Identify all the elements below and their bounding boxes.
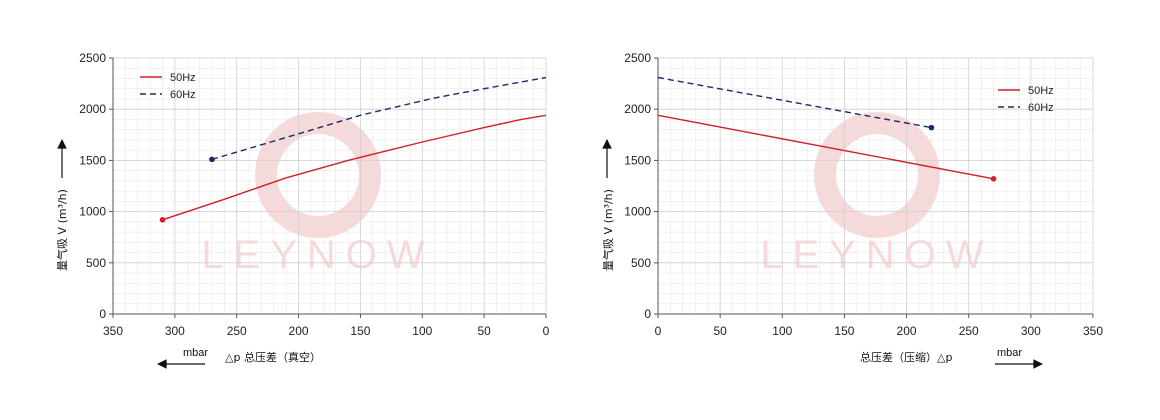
watermark-logo: LEYNOW bbox=[201, 112, 434, 277]
y-tick-label: 2000 bbox=[624, 102, 651, 116]
y-axis-label: 量气吸 V (m³/h) bbox=[55, 189, 69, 271]
x-tick-label: 50 bbox=[713, 324, 727, 338]
series-line-50Hz bbox=[657, 114, 994, 180]
y-tick-label: 1500 bbox=[624, 153, 651, 167]
x-unit-label: mbar bbox=[183, 347, 208, 359]
y-tick-label: 500 bbox=[631, 256, 651, 270]
grid bbox=[657, 57, 1094, 315]
x-tick-label: 0 bbox=[655, 324, 662, 338]
series-endpoint-50Hz bbox=[159, 216, 166, 223]
x-axis-label: 总压差（压缩）△p bbox=[860, 350, 952, 364]
y-tick-label: 2000 bbox=[79, 102, 106, 116]
x-tick-label: 150 bbox=[350, 324, 370, 338]
chart-2: LEYNOW 0 500 1000 1500 2000 2500 0 50 100 150 200 25… bbox=[601, 51, 1103, 369]
series-line-50Hz bbox=[162, 114, 547, 221]
x-axis-label: △p 总压差（真空） bbox=[225, 350, 321, 364]
y-tick-label: 2500 bbox=[79, 51, 106, 65]
legend-label: 60Hz bbox=[1028, 102, 1054, 114]
series-endpoint-50Hz bbox=[990, 176, 997, 182]
x-tick-label: 300 bbox=[165, 324, 185, 338]
legend-label: 50Hz bbox=[1028, 85, 1054, 97]
x-tick-label: 0 bbox=[543, 324, 550, 338]
legend: 50Hz 60Hz bbox=[998, 85, 1054, 114]
x-tick-label: 350 bbox=[1083, 324, 1103, 338]
x-tick-label: 300 bbox=[1021, 324, 1041, 338]
watermark-logo: LEYNOW bbox=[760, 112, 993, 277]
y-tick-label: 500 bbox=[86, 256, 106, 270]
y-tick-label: 2500 bbox=[624, 51, 651, 65]
x-tick-label: 100 bbox=[412, 324, 432, 338]
series-endpoint-60Hz bbox=[928, 124, 935, 131]
legend: 50Hz 60Hz bbox=[140, 72, 196, 101]
x-tick-label: 100 bbox=[772, 324, 792, 338]
y-tick-label: 1000 bbox=[624, 205, 651, 219]
x-tick-label: 50 bbox=[477, 324, 491, 338]
y-tick-label: 0 bbox=[99, 307, 106, 321]
y-axis-label: 量气吸 V (m³/h) bbox=[601, 189, 615, 271]
y-tick-label: 1500 bbox=[79, 153, 106, 167]
legend-label: 60Hz bbox=[170, 89, 196, 101]
legend-label: 50Hz bbox=[170, 72, 196, 84]
y-tick-label: 0 bbox=[644, 307, 651, 321]
series-endpoint-60Hz bbox=[209, 156, 215, 163]
series-line-60Hz bbox=[211, 76, 547, 161]
x-tick-label: 150 bbox=[834, 324, 854, 338]
y-tick-label: 1000 bbox=[79, 205, 106, 219]
x-unit-label: mbar bbox=[997, 347, 1022, 359]
x-tick-label: 350 bbox=[103, 324, 123, 338]
watermark-text: LEYNOW bbox=[760, 233, 993, 277]
x-tick-label: 250 bbox=[227, 324, 247, 338]
x-tick-label: 200 bbox=[289, 324, 309, 338]
series-line-60Hz bbox=[657, 76, 932, 129]
x-tick-label: 250 bbox=[959, 324, 979, 338]
x-tick-label: 200 bbox=[897, 324, 917, 338]
watermark-text: LEYNOW bbox=[201, 233, 434, 277]
